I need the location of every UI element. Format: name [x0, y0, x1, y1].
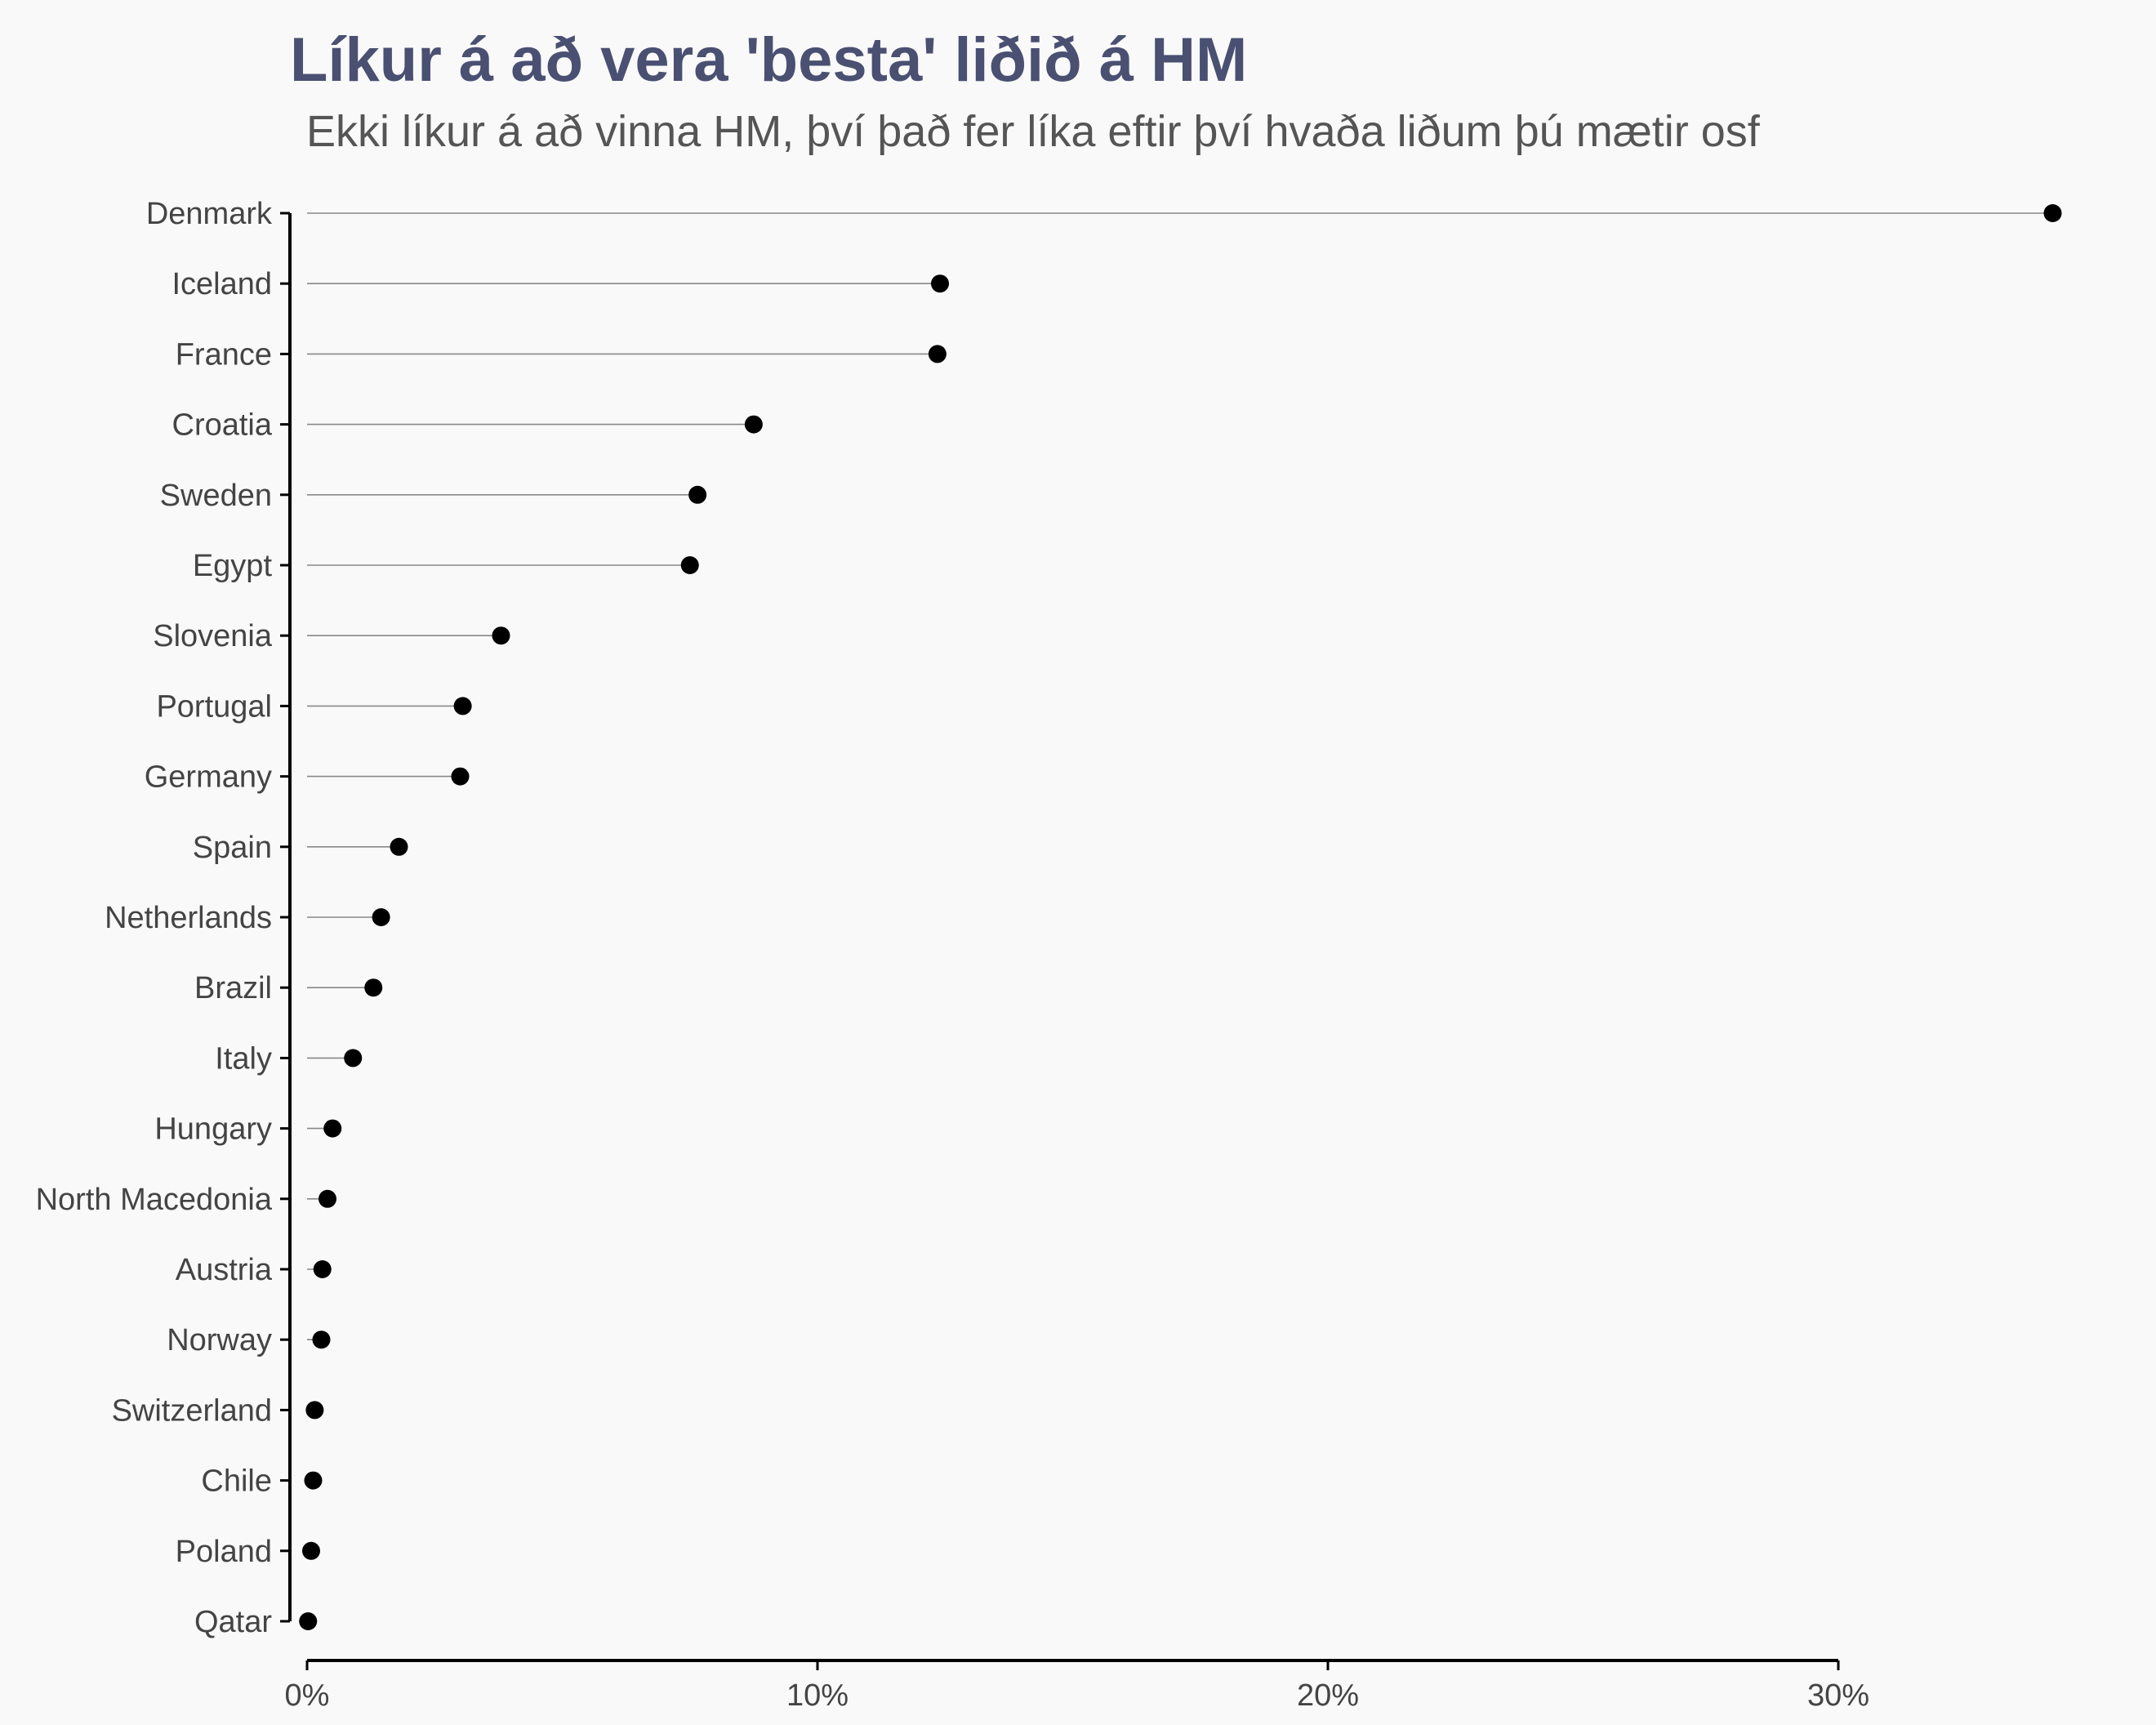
- data-point: [931, 274, 949, 293]
- y-tick-label: Norway: [167, 1323, 272, 1357]
- y-tick-label: Chile: [201, 1464, 272, 1499]
- data-point: [744, 415, 763, 434]
- x-tick-label: 0%: [285, 1678, 330, 1713]
- points-layer: [299, 204, 2062, 1630]
- data-point: [492, 626, 510, 645]
- y-tick-label: Netherlands: [105, 901, 272, 935]
- y-tick-label: Spain: [193, 831, 272, 865]
- y-tick-label: Croatia: [172, 408, 273, 443]
- y-tick-label: Hungary: [154, 1112, 272, 1147]
- data-point: [312, 1331, 331, 1349]
- y-tick-label: Denmark: [146, 197, 273, 231]
- data-point: [372, 908, 390, 926]
- y-tick-label: North Macedonia: [36, 1183, 273, 1217]
- y-tick-label: Poland: [176, 1535, 272, 1569]
- y-tick-label: Slovenia: [153, 619, 273, 653]
- data-point: [364, 978, 383, 997]
- data-point: [302, 1541, 320, 1560]
- y-tick-label: France: [176, 337, 272, 372]
- data-point: [323, 1119, 342, 1138]
- chart-title: Líkur á að vera 'besta' liðið á HM: [290, 25, 1248, 95]
- y-tick-label: Qatar: [194, 1605, 272, 1639]
- y-tick-label: Germany: [145, 760, 272, 795]
- data-point: [453, 697, 472, 715]
- y-tick-label: Iceland: [172, 267, 272, 301]
- data-point: [390, 837, 408, 856]
- data-point: [2043, 204, 2062, 222]
- data-point: [313, 1260, 332, 1278]
- data-point: [344, 1049, 363, 1068]
- data-point: [928, 345, 947, 363]
- x-tick-label: 20%: [1297, 1678, 1359, 1713]
- segments-layer: [307, 212, 2053, 1622]
- y-tick-label: Switzerland: [112, 1393, 272, 1428]
- y-axis: Denmark Iceland France Croatia Sweden Egypt Sl…: [36, 197, 290, 1639]
- y-tick-label: Brazil: [194, 971, 272, 1005]
- y-tick-label: Egypt: [193, 549, 273, 583]
- y-tick-label: Austria: [176, 1253, 273, 1287]
- chart-subtitle: Ekki líkur á að vinna HM, því það fer lí…: [306, 107, 1760, 156]
- data-point: [688, 485, 707, 504]
- y-tick-label: Italy: [215, 1041, 272, 1076]
- x-tick-label: 30%: [1807, 1678, 1869, 1713]
- x-tick-label: 10%: [786, 1678, 849, 1713]
- data-point: [304, 1471, 323, 1490]
- data-point: [680, 556, 699, 574]
- y-tick-label: Portugal: [156, 689, 272, 724]
- data-point: [451, 767, 470, 786]
- data-point: [305, 1401, 324, 1420]
- y-tick-label: Sweden: [160, 479, 272, 513]
- data-point: [299, 1612, 318, 1630]
- x-axis: 0% 10% 20% 30%: [285, 1660, 1869, 1713]
- data-point: [318, 1189, 336, 1208]
